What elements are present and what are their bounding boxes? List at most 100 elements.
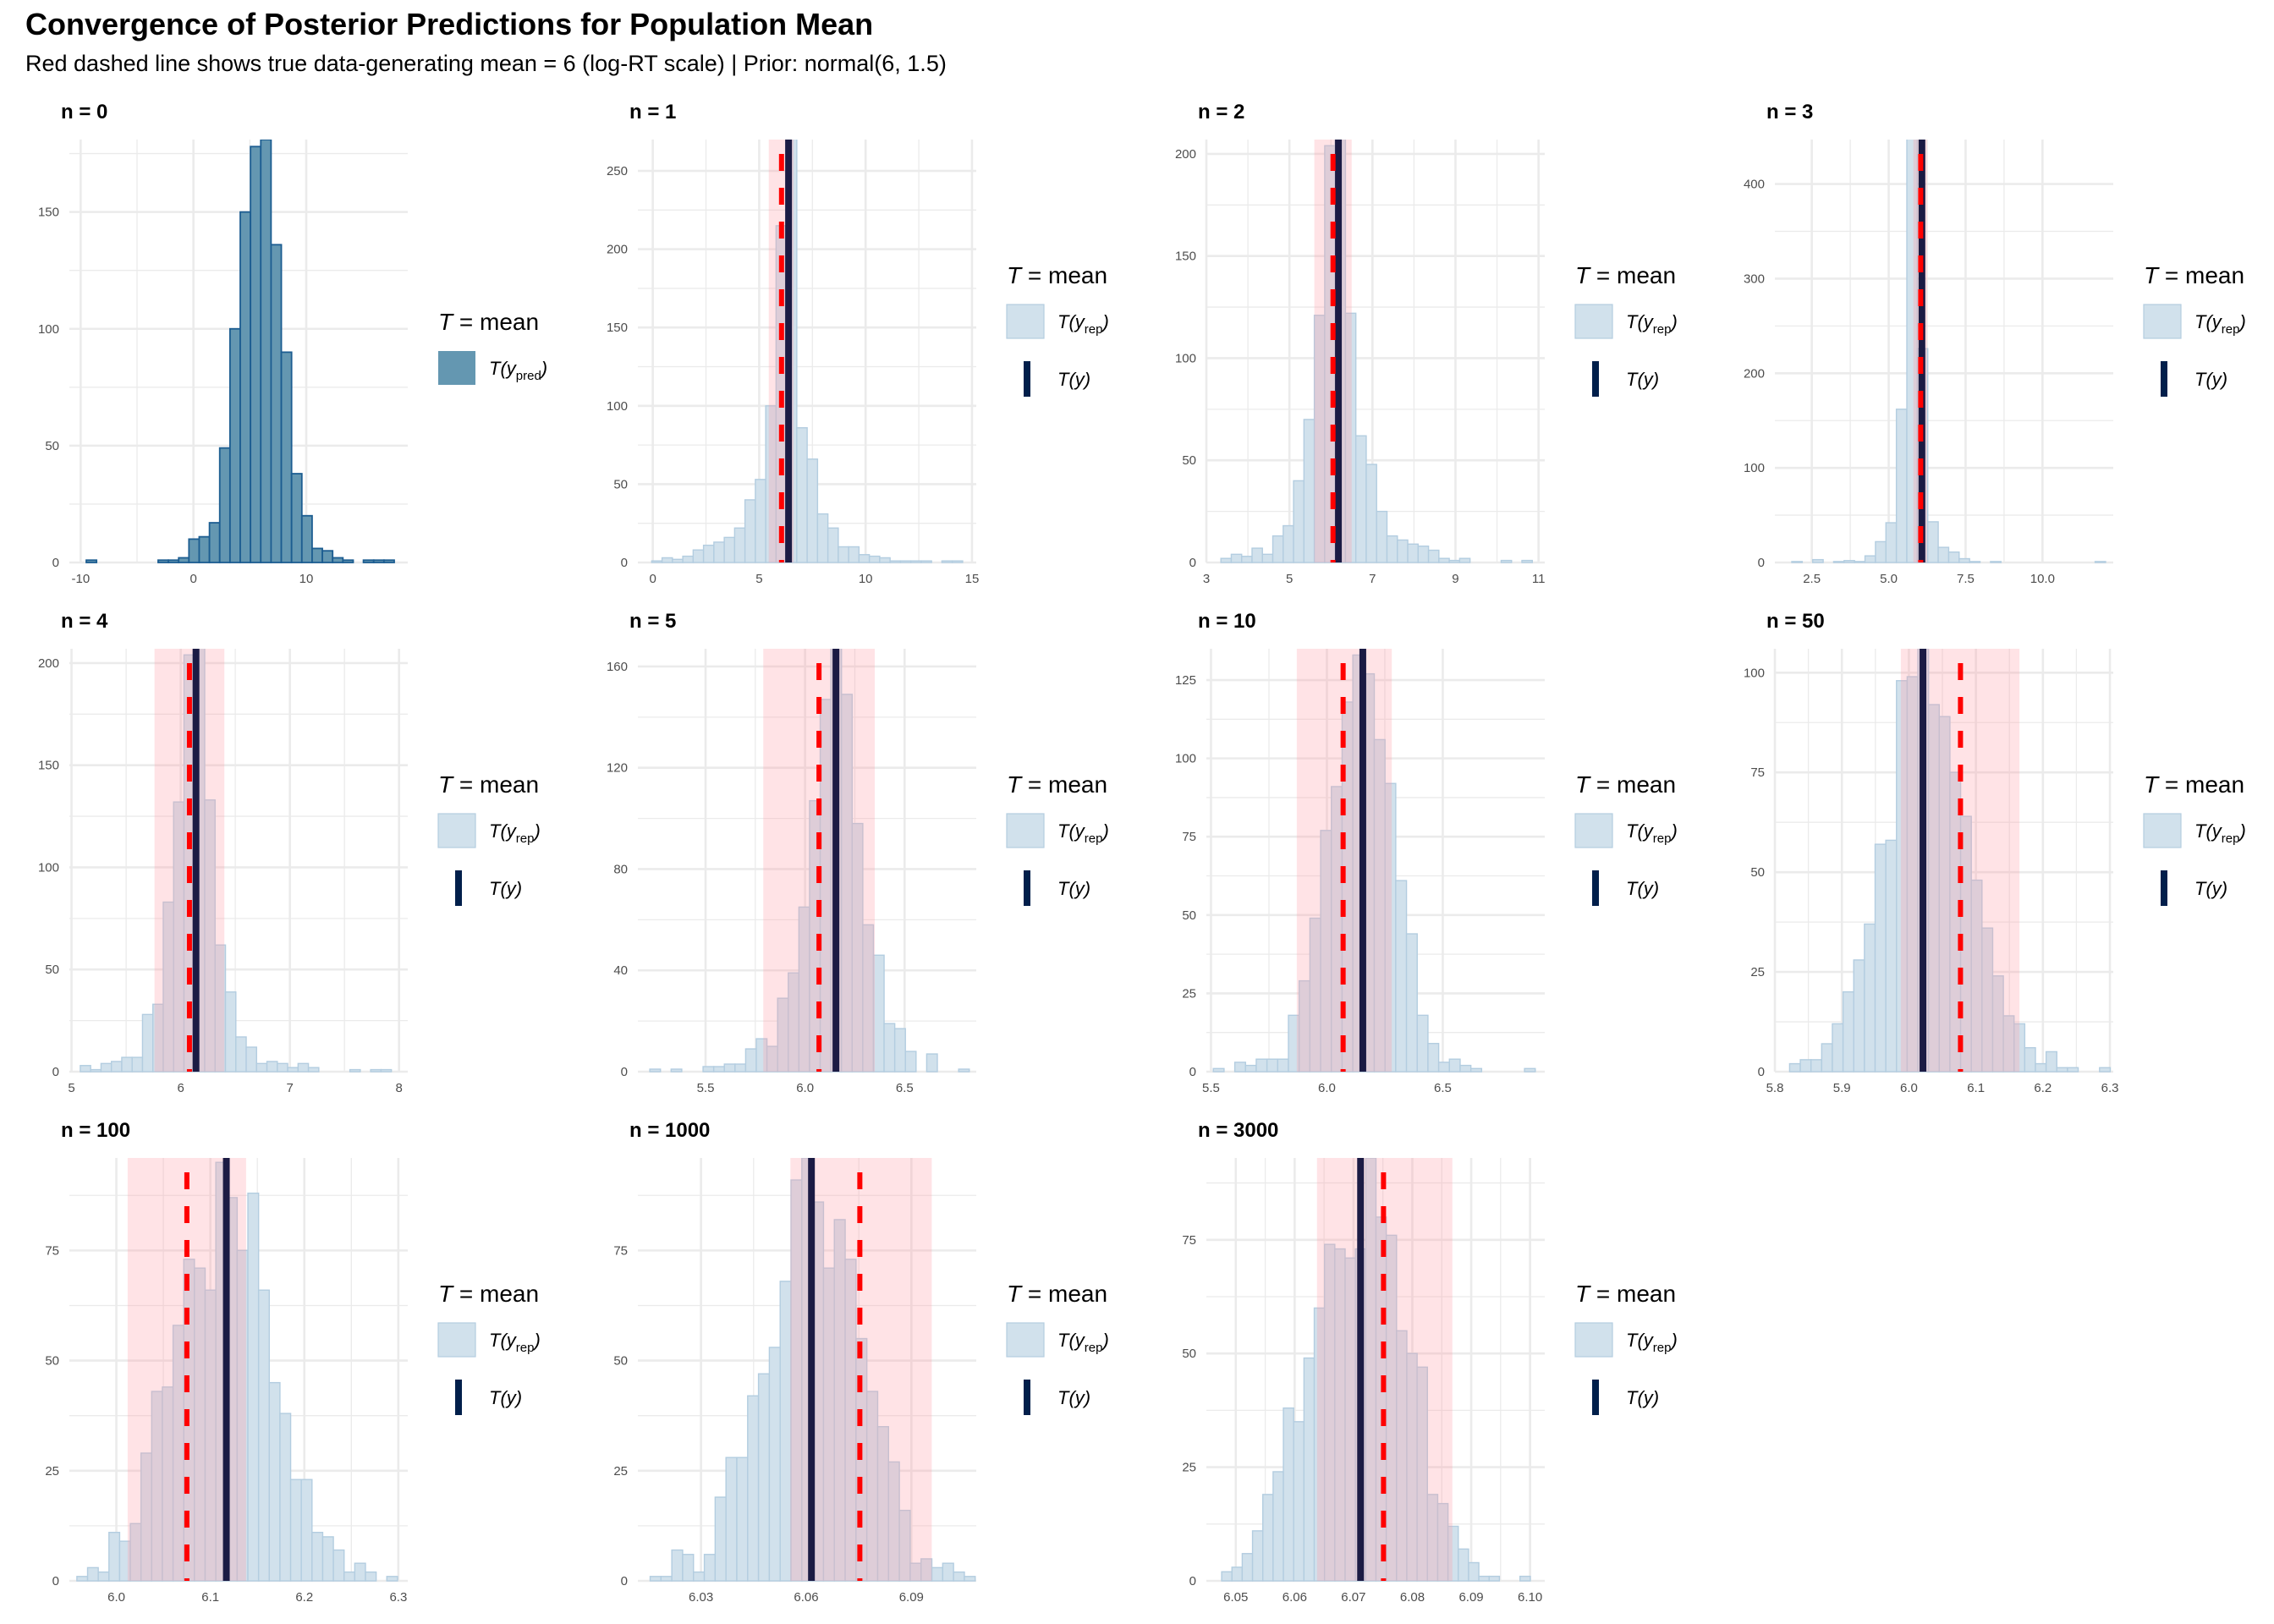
histogram-bar: [1251, 547, 1263, 563]
x-tick-label: 5.5: [1202, 1081, 1220, 1095]
x-tick-label: 6.2: [295, 1590, 313, 1605]
legend: T = mean T(yrep) T(y): [1574, 262, 1678, 397]
legend-label-observed: T(y): [1057, 1387, 1090, 1408]
legend-label-rep: T(yrep): [2194, 311, 2246, 337]
histogram-bar: [931, 1566, 944, 1582]
legend-swatch-observed: [455, 870, 462, 906]
y-tick-label: 0: [621, 556, 628, 570]
histogram-bar: [321, 1536, 334, 1582]
histogram-bar: [909, 560, 922, 563]
legend-title: T = mean: [438, 309, 539, 335]
histogram-bar: [1458, 1548, 1469, 1582]
histogram-bar: [386, 1576, 398, 1582]
legend: T = mean T(yrep) T(y): [2143, 262, 2246, 397]
y-tick-label: 25: [1182, 1461, 1196, 1475]
x-tick-label: 6.5: [896, 1081, 914, 1095]
histogram-bar: [110, 1061, 123, 1073]
histogram-bar: [1478, 1575, 1490, 1582]
histogram-bar: [768, 1347, 781, 1582]
y-tick-label: 50: [45, 1354, 59, 1369]
x-tick-label: 6.10: [1518, 1590, 1542, 1605]
x-tick-label: 9: [1452, 572, 1458, 586]
x-tick-label: 2.5: [1803, 572, 1821, 586]
y-tick-label: 120: [607, 761, 628, 776]
histogram-bar: [1244, 1064, 1257, 1073]
facet-panel: n = 5 0 40 80 120 160 5.5 6.0 6.5 T = mean T(yrep)…: [607, 610, 1109, 1095]
y-tick-label: 200: [1175, 147, 1196, 162]
histogram-bar: [779, 1281, 792, 1582]
histogram-bar: [1853, 959, 1865, 1073]
histogram-bar: [2035, 1062, 2047, 1073]
y-tick-label: 150: [38, 759, 59, 773]
histogram-bar: [289, 1479, 302, 1582]
histogram-bar: [693, 1571, 706, 1582]
histogram-bar: [270, 244, 283, 563]
histogram-bar: [883, 1023, 896, 1073]
facet-panel: n = 3000 0 25 50 75 6.05 6.06 6.07 6.08 6.09 6.10 T…: [1182, 1119, 1677, 1605]
histogram-bar: [926, 1053, 938, 1073]
histogram-bar: [208, 522, 221, 563]
histogram-bar: [239, 211, 252, 563]
y-tick-label: 50: [1182, 908, 1196, 923]
histogram-bar: [1799, 1059, 1812, 1073]
histogram-bar: [1521, 559, 1533, 563]
legend-swatch-rep: [2143, 304, 2182, 339]
x-tick-label: 6.1: [1967, 1081, 1985, 1095]
histogram-bar: [260, 140, 272, 563]
histogram-bar: [365, 1571, 377, 1582]
legend-label-observed: T(y): [1057, 369, 1090, 390]
histogram-bar: [228, 327, 241, 563]
y-tick-label: 50: [45, 439, 59, 453]
legend-title: T = mean: [1007, 262, 1107, 288]
histogram-bar: [80, 1065, 91, 1073]
histogram-bar: [1885, 839, 1898, 1073]
legend: T = mean T(yrep) T(y): [2143, 771, 2246, 906]
credible-interval-band: [1296, 649, 1392, 1072]
y-tick-label: 0: [52, 556, 59, 570]
x-tick-label: 6.06: [1283, 1590, 1307, 1605]
legend-title: T = mean: [2144, 771, 2244, 798]
y-tick-label: 50: [1182, 453, 1196, 468]
x-tick-label: 6.3: [389, 1590, 407, 1605]
histogram-bar: [1303, 1357, 1316, 1582]
histogram-bar: [1365, 464, 1377, 563]
panel-title: n = 1000: [629, 1119, 710, 1142]
histogram-bar: [651, 560, 663, 563]
histogram-bar: [131, 1056, 144, 1073]
histogram-bar: [1405, 933, 1418, 1073]
x-tick-label: 6.0: [1318, 1081, 1336, 1095]
plot-area: [649, 1158, 976, 1582]
legend-swatch-rep: [1006, 1322, 1045, 1358]
histogram-bar: [1283, 524, 1294, 563]
panel-title: n = 10: [1198, 610, 1256, 633]
facet-panel: n = 2 0 50 100 150 200 3 5 7 9 11 T = mean T(yrep) T(…: [1175, 101, 1678, 586]
histogram-bar: [725, 1457, 738, 1582]
chart-subtitle: Red dashed line shows true data-generati…: [25, 51, 947, 76]
histogram-bar: [290, 473, 303, 563]
x-tick-label: 6.03: [689, 1590, 713, 1605]
legend-title: T = mean: [438, 771, 539, 798]
x-tick-label: 6.09: [1458, 1590, 1483, 1605]
histogram-bar: [2099, 1067, 2112, 1073]
legend-label-observed: T(y): [1626, 369, 1659, 390]
histogram-bar: [321, 550, 334, 563]
histogram-bar: [97, 1571, 110, 1582]
x-tick-label: 5.8: [1766, 1081, 1784, 1095]
histogram-bar: [723, 1063, 736, 1073]
panel-title: n = 5: [629, 610, 676, 633]
legend-swatch-rep: [1574, 1322, 1613, 1358]
histogram-bar: [1842, 990, 1854, 1073]
histogram-bar: [266, 1061, 278, 1073]
legend-label-observed: T(y): [1626, 878, 1659, 899]
y-tick-label: 75: [1182, 830, 1196, 844]
histogram-bar: [332, 1549, 345, 1582]
x-tick-label: -10: [71, 572, 90, 586]
y-tick-label: 75: [613, 1243, 628, 1258]
plot-area: [80, 649, 393, 1073]
legend-swatch-observed: [2161, 361, 2167, 397]
histogram-bar: [964, 1576, 976, 1582]
panel-title: n = 2: [1198, 101, 1244, 123]
legend-label-prior: T(ypred): [489, 358, 547, 383]
panel-title: n = 4: [61, 610, 108, 633]
